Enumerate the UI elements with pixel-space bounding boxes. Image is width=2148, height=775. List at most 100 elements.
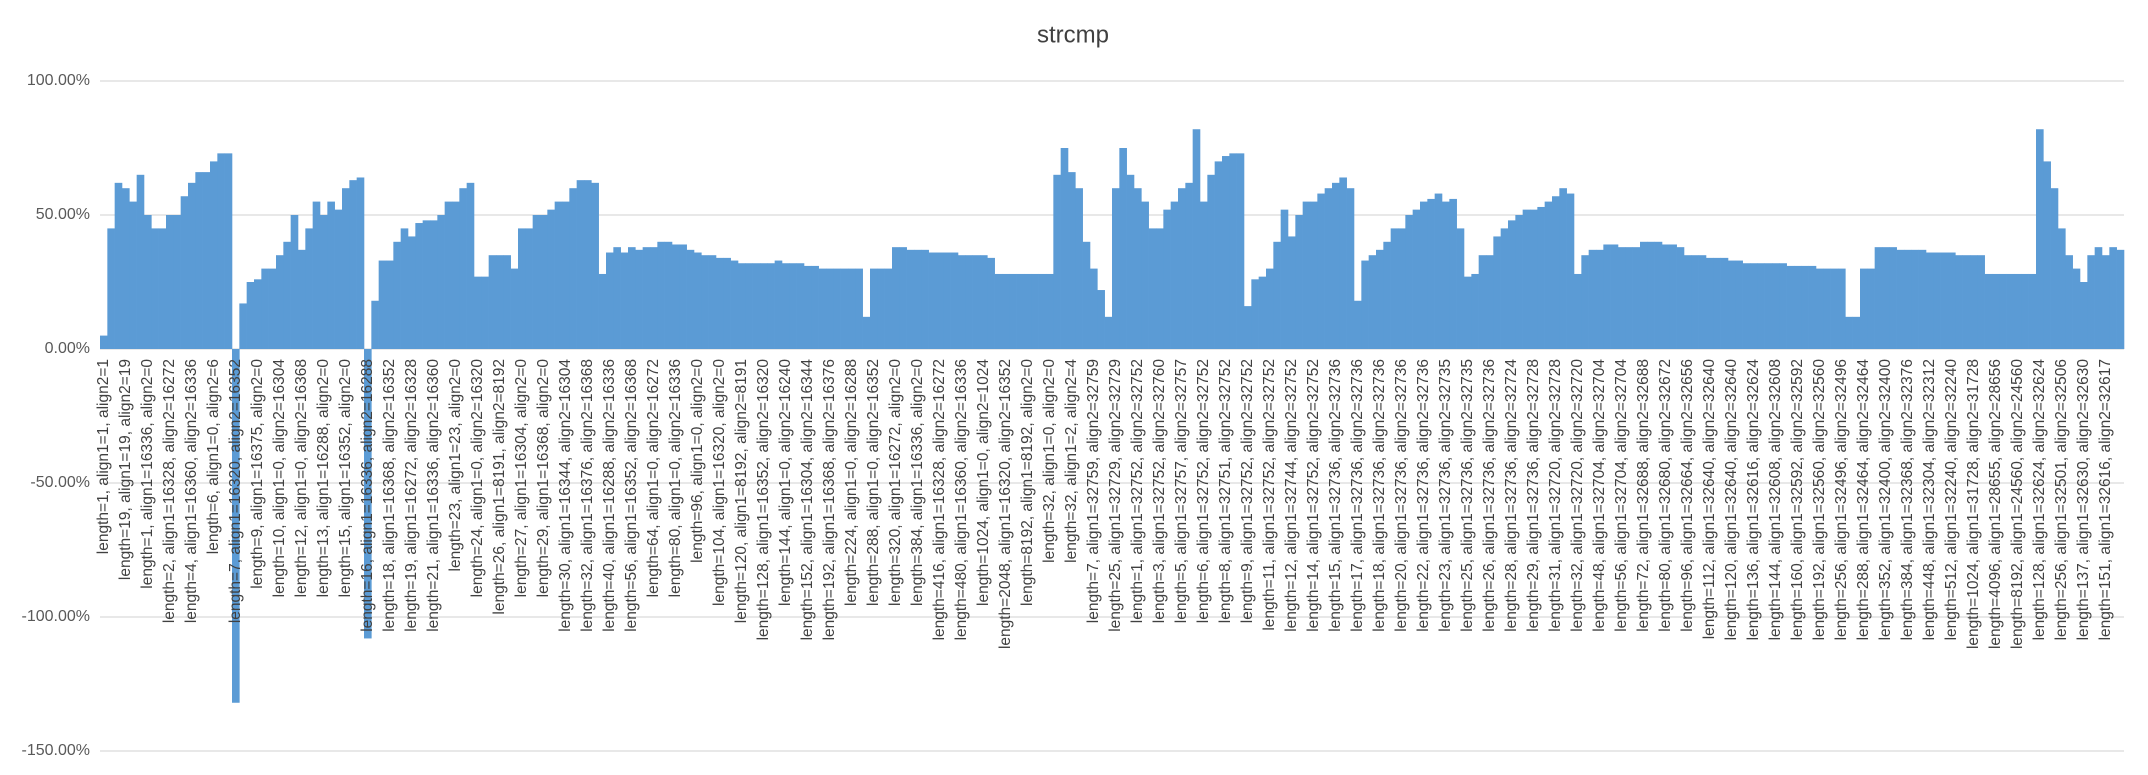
bar (1332, 182, 1340, 349)
x-tick-label: length=23, align1=32736, align2=32735 (1437, 359, 1454, 632)
bar (290, 215, 299, 349)
bar (1442, 201, 1450, 349)
bar (1258, 276, 1267, 349)
bar (1376, 249, 1384, 349)
bar (1918, 249, 1927, 349)
x-tick-label: length=96, align1=32664, align2=32656 (1679, 359, 1696, 632)
bar (840, 268, 849, 349)
bar (173, 215, 181, 349)
bar (532, 215, 541, 349)
bar (408, 236, 416, 349)
bar (136, 174, 145, 349)
bar (738, 263, 746, 349)
bar (1178, 188, 1186, 349)
bar (1654, 241, 1663, 349)
bar (1669, 244, 1677, 349)
bar (723, 257, 731, 349)
bar (1339, 177, 1347, 349)
bar (1236, 153, 1245, 349)
bar (1405, 215, 1413, 349)
bar (1757, 263, 1765, 349)
x-tick-label: length=9, align1=32752, align2=32752 (1239, 359, 1256, 623)
x-tick-label: length=151, align1=32616, align2=32617 (2097, 359, 2114, 640)
bar (1508, 220, 1516, 349)
bar (606, 252, 614, 349)
bar (1185, 182, 1193, 349)
bar (796, 263, 805, 349)
bar (364, 349, 372, 639)
bar (730, 260, 739, 349)
bar (1009, 273, 1017, 349)
x-tick-label: length=15, align1=16352, align2=0 (337, 359, 354, 598)
bar (870, 268, 878, 349)
bar (672, 244, 680, 349)
bar (422, 220, 431, 349)
x-tick-label: length=17, align1=32736, align2=32736 (1349, 359, 1366, 632)
bar (1816, 268, 1824, 349)
x-tick-label: length=14, align1=32752, align2=32752 (1305, 359, 1322, 632)
x-tick-label: length=2, align1=16328, align2=16272 (161, 359, 178, 623)
bar (224, 153, 233, 349)
x-tick-label: length=6, align1=32752, align2=32752 (1195, 359, 1212, 623)
bar (987, 257, 995, 349)
bar (327, 201, 335, 349)
bar (459, 188, 467, 349)
x-tick-label: length=21, align1=16336, align2=16360 (425, 359, 442, 632)
labels: length=1, align1=1, align2=1 length=19, a… (95, 359, 2114, 649)
bar (1097, 290, 1105, 349)
bar (122, 188, 130, 349)
bar (268, 268, 277, 349)
x-tick-label: length=2048, align1=16320, align2=16352 (997, 359, 1014, 649)
bar (1662, 244, 1670, 349)
bar (371, 300, 379, 349)
bar (1801, 265, 1809, 349)
bar (818, 268, 827, 349)
x-tick-label: length=120, align1=32640, align2=32640 (1723, 359, 1740, 641)
bar (1860, 268, 1868, 349)
bar (158, 228, 167, 349)
bar (1867, 268, 1875, 349)
bar (129, 201, 137, 349)
bar (1977, 255, 1985, 349)
bar (246, 282, 255, 349)
bar (540, 215, 548, 349)
x-tick-label: length=1, align1=1, align2=1 (95, 359, 112, 554)
bar (1156, 228, 1164, 349)
bar (1603, 244, 1611, 349)
bar (1984, 273, 1993, 349)
bar (965, 255, 973, 349)
bar (437, 215, 445, 349)
bar (1684, 255, 1692, 349)
x-tick-label: length=7, align1=32759, align2=32759 (1085, 359, 1102, 623)
x-tick-label: length=256, align1=32496, align2=32496 (1833, 359, 1850, 640)
bar (298, 249, 306, 349)
bar (569, 188, 577, 349)
x-tick-label: length=160, align1=32592, align2=32592 (1789, 359, 1806, 640)
x-tick-label: length=8192, align1=8192, align2=0 (1019, 359, 1036, 606)
x-tick-label: length=23, align1=23, align2=0 (447, 359, 464, 572)
bar (1544, 201, 1553, 349)
x-tick-label: length=128, align1=32624, align2=32624 (2031, 359, 2048, 641)
x-tick-label: length=224, align1=0, align2=16288 (843, 359, 860, 606)
bar (1779, 263, 1787, 349)
x-tick-label: length=1024, align1=0, align2=1024 (975, 359, 992, 606)
bar (980, 255, 988, 349)
bar (811, 265, 819, 349)
x-tick-label: length=144, align1=0, align2=16240 (777, 359, 794, 606)
x-tick-label: length=13, align1=16288, align2=0 (315, 359, 332, 598)
bar (1676, 247, 1685, 349)
bar (283, 241, 291, 349)
bar (1464, 276, 1472, 349)
bar (1207, 174, 1215, 349)
bar (584, 180, 592, 349)
bar (716, 257, 724, 349)
y-tick-label: 100.00% (27, 72, 90, 89)
bar (657, 241, 665, 349)
bar (1273, 241, 1281, 349)
bar (1955, 255, 1963, 349)
bar (694, 252, 702, 349)
bar (1522, 209, 1531, 349)
bar (2050, 188, 2059, 349)
x-tick-label: length=12, align1=0, align2=16368 (293, 359, 310, 597)
x-tick-label: length=22, align1=32736, align2=32736 (1415, 359, 1432, 632)
